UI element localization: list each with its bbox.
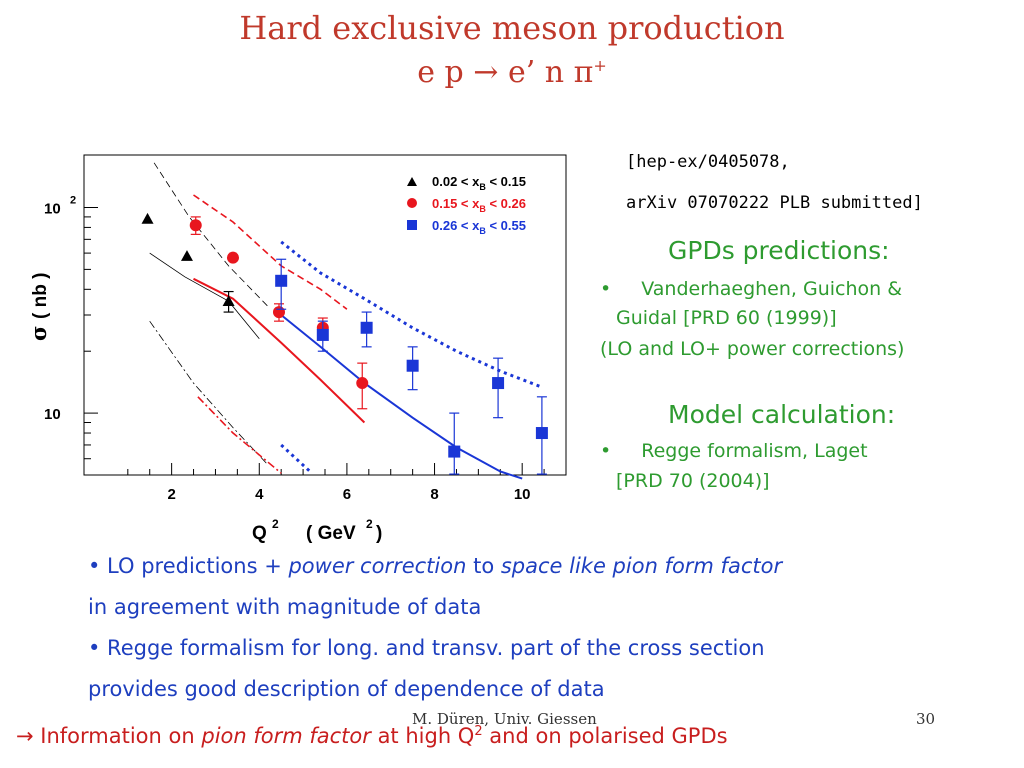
summary-bullet-1: • LO predictions + power correction to s… [88, 546, 988, 628]
text-segment: and on polarised GPDs [482, 724, 728, 748]
summary-bullet-1-line-1: • LO predictions + power correction to s… [88, 546, 988, 587]
legend-label-text: 0.02 < x [432, 174, 480, 189]
x-tick-label: 2 [167, 486, 175, 503]
legend-label: 0.02 < xB < 0.15 [432, 174, 526, 192]
model-curve-solid [193, 277, 366, 424]
gpd-note: (LO and LO+ power corrections) [600, 338, 905, 360]
summary-bullet-2: • Regge formalism for long. and transv. … [88, 628, 988, 710]
model-curve-solid [280, 314, 523, 480]
cross-section-chart: 2 4 6 8 10 10 10 2 Q 2( GeV 2 ) σ( nb ) 0.02 < xB < … [0, 145, 600, 545]
x-axis-label-unit: ( GeV [306, 523, 356, 544]
model-curve-dotted [280, 240, 541, 388]
gpd-bullet-text-1: Vanderhaeghen, Guichon & [641, 278, 903, 300]
gpd-bullet-text-2: Guidal [PRD 60 (1999)] [616, 307, 837, 329]
text-segment: to [466, 554, 501, 578]
footer-author: M. Düren, Univ. Giessen [412, 710, 597, 728]
text-segment: Information on [33, 724, 202, 748]
model-curve-solid [149, 252, 260, 339]
x-axis-label-exponent: 2 [272, 517, 279, 531]
summary-bullet-2-line-1: • Regge formalism for long. and transv. … [88, 636, 765, 660]
reaction-final: e’ n π [507, 55, 594, 90]
summary-bullet-1-line-2: in agreement with magnitude of data [88, 594, 482, 619]
y-tick-label-exponent: 2 [70, 194, 76, 206]
model-curve-dashdot [149, 320, 269, 466]
bullet-icon: • [600, 278, 612, 300]
reaction-subtitle: e p → e’ n π+ [0, 58, 1024, 88]
reaction-initial: e p [417, 55, 464, 90]
data-point-square [275, 274, 288, 287]
data-point-square [316, 328, 329, 341]
model-bullet: • Regge formalism, Laget [600, 440, 868, 462]
data-point-circle [189, 219, 202, 232]
reference-line-1: [hep-ex/0405078, [626, 152, 790, 172]
x-tick-label: 6 [343, 486, 351, 503]
italic-segment: power correction [288, 554, 467, 578]
y-tick-label: 10 [44, 406, 61, 423]
gpd-bullet: • Vanderhaeghen, Guichon & [600, 278, 902, 300]
data-point-square [406, 359, 419, 372]
legend-marker-circle [407, 198, 417, 208]
text-segment: at high Q [370, 724, 475, 748]
arrow-icon: → [16, 724, 34, 748]
data-point-triangle [222, 295, 235, 307]
data-point-triangle [141, 212, 154, 224]
x-axis-label: Q [252, 523, 267, 544]
model-curve-dashed [153, 162, 269, 307]
page-number: 30 [916, 710, 936, 728]
y-tick-label: 10 [44, 200, 61, 217]
gpd-heading: GPDs predictions: [668, 236, 890, 265]
data-point-square [535, 427, 548, 440]
bullet-icon: • [600, 440, 612, 462]
model-curve-dashdot [197, 396, 282, 474]
legend-label-text: 0.26 < x [432, 218, 480, 233]
legend-label-subscript: B [479, 204, 486, 214]
model-heading: Model calculation: [668, 400, 896, 429]
data-point-triangle [180, 250, 193, 261]
legend-label: 0.15 < xB < 0.26 [432, 196, 526, 214]
reference-line-2: arXiv 07070222 PLB submitted] [626, 193, 923, 213]
model-bullet-text-2: [PRD 70 (2004)] [616, 470, 770, 492]
data-point-square [448, 445, 461, 458]
legend-label-text: < 0.26 [486, 196, 526, 211]
legend-marker-square [407, 220, 417, 230]
italic-segment: space like pion form factor [500, 554, 783, 578]
x-axis-label-unit-exponent: 2 [366, 517, 373, 531]
page-title: Hard exclusive meson production [239, 9, 785, 47]
model-bullet-text-1: Regge formalism, Laget [641, 440, 868, 462]
legend-label-subscript: B [479, 182, 486, 192]
legend-label-text: < 0.15 [486, 174, 526, 189]
pion-charge: + [593, 56, 607, 75]
data-point-circle [226, 251, 239, 264]
summary-bullet-2-line-2: provides good description of dependence … [88, 676, 605, 701]
legend-marker-triangle [407, 177, 417, 186]
italic-segment: pion form factor [201, 724, 371, 748]
x-axis-label-close: ) [376, 523, 382, 544]
x-tick-label: 8 [430, 486, 438, 503]
legend-label-text: < 0.55 [486, 218, 526, 233]
arrow-icon: → [473, 55, 499, 90]
x-tick-label: 10 [514, 486, 531, 503]
data-point-square [492, 377, 505, 390]
model-curve-dotted [280, 443, 313, 475]
legend-label-text: 0.15 < x [432, 196, 480, 211]
legend-label: 0.26 < xB < 0.55 [432, 218, 526, 236]
data-point-square [360, 321, 373, 334]
y-axis-label-symbol: σ [26, 326, 51, 341]
data-point-circle [272, 306, 285, 319]
data-point-circle [356, 377, 369, 390]
text-segment: • LO predictions + [88, 554, 289, 578]
superscript: 2 [474, 724, 483, 739]
x-tick-label: 4 [255, 486, 264, 503]
model-curve-dashed [193, 194, 348, 310]
legend-label-subscript: B [479, 226, 486, 236]
y-axis-label-unit: ( nb ) [30, 273, 51, 319]
conclusion-line: → Information on pion form factor at hig… [16, 724, 728, 748]
